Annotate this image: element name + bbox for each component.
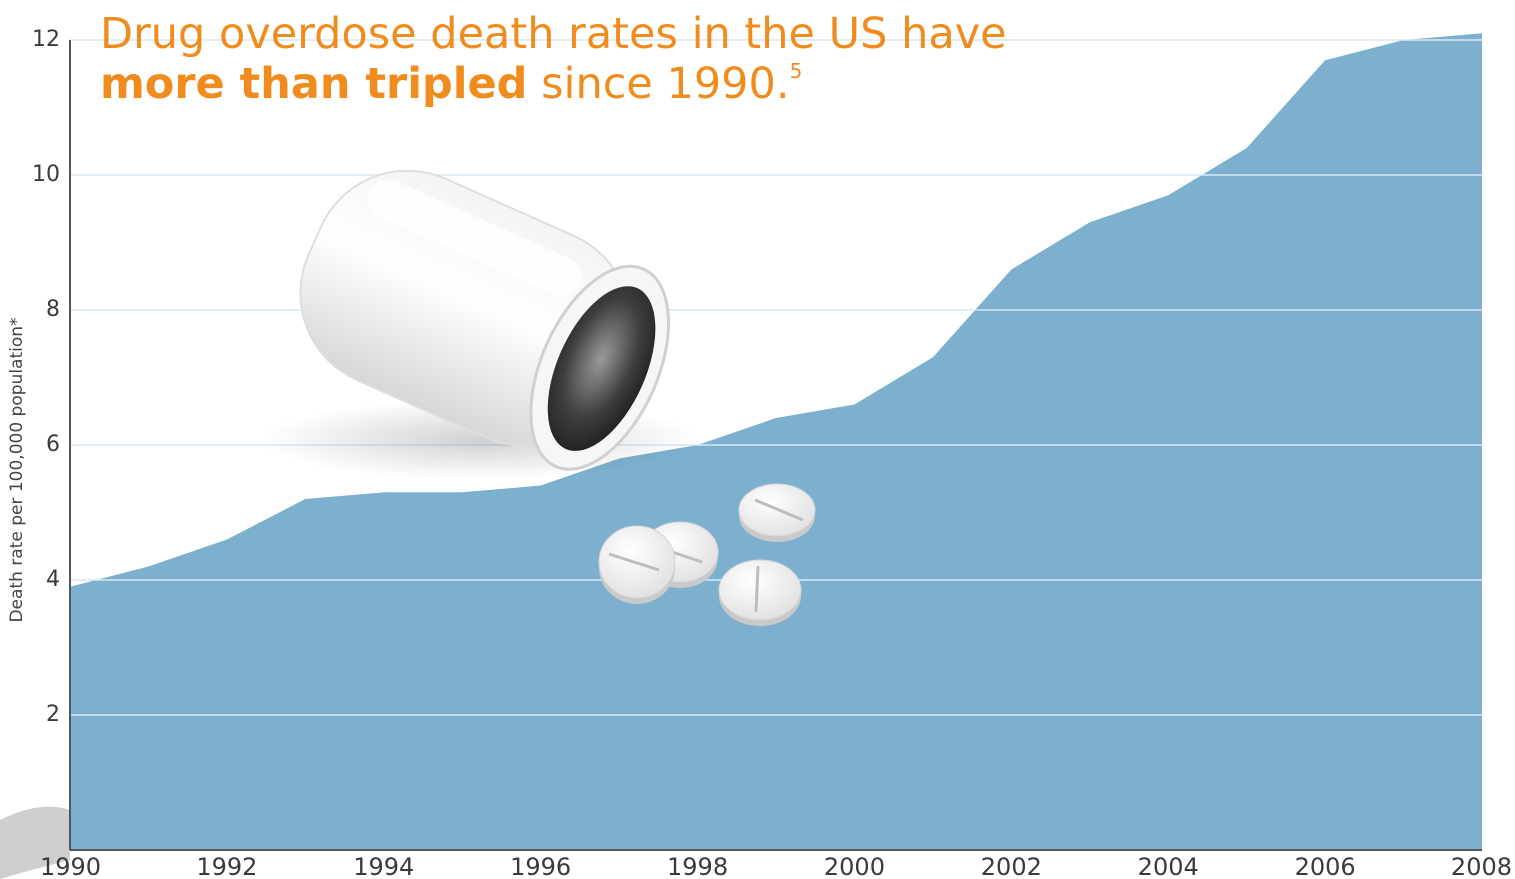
title-emphasis: more than tripled — [100, 59, 527, 109]
y-tick-label-2: 2 — [46, 702, 60, 727]
y-tick-labels: 2 4 6 8 10 12 — [32, 27, 60, 727]
x-tick-label-1990: 1990 — [40, 853, 101, 879]
x-tick-label-1994: 1994 — [353, 853, 414, 879]
pill-bottle-illustration — [260, 169, 700, 480]
y-tick-label-6: 6 — [46, 432, 60, 457]
area-layer — [70, 33, 1482, 851]
decorative-swoosh — [0, 806, 70, 879]
x-tick-label-2004: 2004 — [1138, 853, 1199, 879]
pills-illustration — [598, 483, 816, 626]
axis-layer — [69, 40, 1482, 851]
title-remainder: since 1990. — [527, 59, 789, 109]
x-tick-label-2002: 2002 — [981, 853, 1042, 879]
y-tick-label-12: 12 — [32, 27, 60, 52]
y-tick-label-4: 4 — [46, 567, 60, 592]
chart-title-line-1: Drug overdose death rates in the US have — [100, 9, 1007, 59]
x-tick-label-1998: 1998 — [667, 853, 728, 879]
title-footnote: 5 — [790, 59, 803, 83]
area-series — [70, 33, 1482, 851]
y-tick-label-10: 10 — [32, 162, 60, 187]
x-tick-label-1996: 1996 — [510, 853, 571, 879]
x-tick-label-1992: 1992 — [196, 853, 257, 879]
y-tick-label-8: 8 — [46, 297, 60, 322]
x-tick-label-2006: 2006 — [1295, 853, 1356, 879]
x-tick-labels: 1990 1992 1994 1996 1998 2000 2002 2004 2006 2008 — [40, 853, 1512, 879]
chart-title-line-2: more than tripled since 1990.5 — [100, 59, 802, 109]
y-axis-title: Death rate per 100,000 population* — [7, 317, 27, 622]
x-tick-label-2000: 2000 — [824, 853, 885, 879]
x-tick-label-2008: 2008 — [1451, 853, 1512, 879]
